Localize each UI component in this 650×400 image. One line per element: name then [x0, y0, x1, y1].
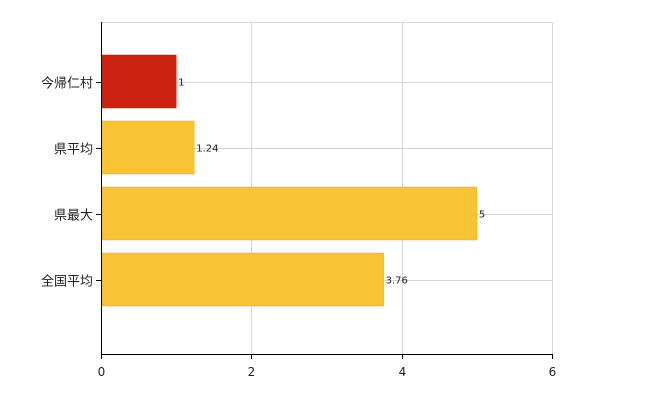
data-label: 3.76	[386, 276, 408, 287]
x-tick-label: 0	[98, 365, 106, 379]
y-tick-label: 今帰仁村	[41, 76, 93, 92]
bar	[101, 186, 478, 241]
bar	[101, 252, 384, 307]
y-tick-label: 県最大	[54, 209, 93, 224]
x-tick-label: 2	[248, 365, 256, 379]
data-label: 1	[178, 78, 184, 89]
data-label: 5	[479, 210, 485, 221]
y-tick-label: 全国平均	[41, 274, 93, 290]
y-tick-label: 県平均	[54, 143, 93, 158]
bar	[101, 120, 195, 175]
data-label: 1.24	[196, 144, 218, 155]
x-tick-label: 4	[399, 365, 407, 379]
bar	[101, 54, 177, 109]
bars	[101, 54, 478, 307]
x-tick-label: 6	[549, 365, 557, 379]
axes	[96, 22, 553, 359]
